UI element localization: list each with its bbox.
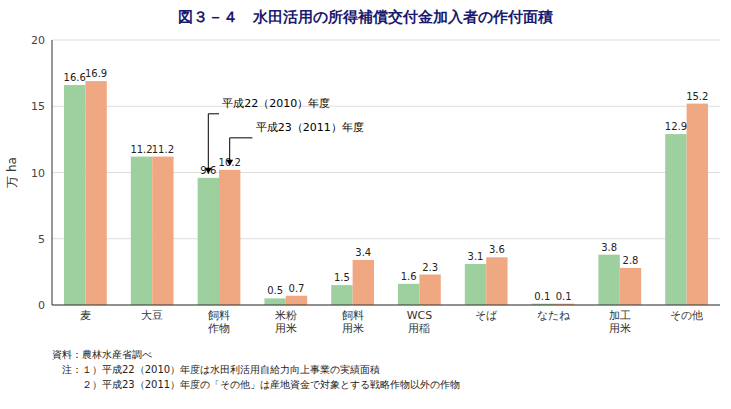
bar xyxy=(219,170,240,305)
x-tick-label: 麦 xyxy=(80,309,91,322)
x-tick-label-line: 飼料 xyxy=(342,309,364,322)
data-label: 16.6 xyxy=(64,72,86,83)
bar xyxy=(85,81,106,305)
y-tick-label: 5 xyxy=(38,233,45,246)
x-tick-label-line: 大豆 xyxy=(141,309,163,322)
x-tick-label: その他 xyxy=(670,309,703,322)
bar xyxy=(620,268,641,305)
x-tick-label: そば xyxy=(475,309,498,322)
data-label: 3.4 xyxy=(355,247,371,258)
x-tick-label-line: 麦 xyxy=(80,309,91,322)
data-label: 0.7 xyxy=(289,283,305,294)
data-label: 16.9 xyxy=(85,68,107,79)
bar xyxy=(465,264,486,305)
data-label: 3.1 xyxy=(468,251,484,262)
annotation-arrow xyxy=(205,168,212,174)
bar xyxy=(64,85,85,305)
x-tick-label-line: WCS xyxy=(407,309,433,322)
x-axis xyxy=(52,305,720,306)
bar xyxy=(264,298,285,305)
y-axis-label: 万 ha xyxy=(5,157,19,188)
data-label: 1.5 xyxy=(334,272,350,283)
bar xyxy=(331,285,352,305)
title: 図３－４ 水田活用の所得補償交付金加入者の作付面積 xyxy=(178,8,553,26)
data-label: 1.6 xyxy=(401,271,417,282)
bar xyxy=(665,134,686,305)
footnote: 資料：農林水産省調べ xyxy=(52,349,152,360)
x-tick-label-line: その他 xyxy=(670,309,703,322)
series-label: 平成23（2011）年度 xyxy=(256,121,364,134)
bar xyxy=(486,257,507,305)
bar xyxy=(598,255,619,305)
x-tick-label: WCS用稲 xyxy=(407,309,433,335)
bar xyxy=(198,178,219,305)
y-tick-label: 0 xyxy=(38,299,45,312)
x-tick-label: 飼料用米 xyxy=(342,309,364,335)
x-tick-label-line: 飼料 xyxy=(208,309,230,322)
x-tick-label-line: 用稲 xyxy=(408,322,430,335)
data-label: 11.2 xyxy=(152,144,174,155)
x-tick-label-line: 加工 xyxy=(609,309,631,322)
annotation-line xyxy=(208,113,219,114)
data-label: 11.2 xyxy=(130,144,152,155)
x-tick-label: 加工用米 xyxy=(609,309,631,335)
x-tick-label-line: 米粉 xyxy=(275,309,297,322)
annotation-line xyxy=(230,137,253,138)
data-label: 2.3 xyxy=(422,262,438,273)
grid-line xyxy=(52,106,720,107)
data-label: 0.1 xyxy=(534,291,550,302)
annotation-arrow xyxy=(226,160,233,166)
grid-line xyxy=(52,305,720,306)
data-label: 3.8 xyxy=(601,242,617,253)
annotation-line xyxy=(229,138,230,161)
x-tick-label-line: 作物 xyxy=(207,322,230,335)
bar xyxy=(152,157,173,305)
x-tick-label-line: 用米 xyxy=(609,322,631,335)
x-tick-label-line: そば xyxy=(475,309,498,322)
bar xyxy=(286,296,307,305)
data-label: 3.6 xyxy=(489,244,505,255)
y-tick-label: 15 xyxy=(31,100,45,113)
x-tick-label-line: 用米 xyxy=(342,322,364,335)
y-tick-label: 10 xyxy=(31,167,45,180)
x-tick-label-line: なたね xyxy=(537,309,571,322)
bar xyxy=(687,104,708,305)
footnote: 注：１）平成22（2010）年度は水田利活用自給力向上事業の実績面積 xyxy=(52,364,380,375)
x-tick-label: 大豆 xyxy=(141,309,163,322)
bar xyxy=(398,284,419,305)
data-label: 0.1 xyxy=(556,291,572,302)
x-tick-label: 米粉用米 xyxy=(275,309,297,335)
x-tick-label-line: 用米 xyxy=(275,322,297,335)
data-label: 2.8 xyxy=(623,255,639,266)
data-label: 15.2 xyxy=(686,91,708,102)
bar xyxy=(353,260,374,305)
bar xyxy=(131,157,152,305)
bar xyxy=(419,275,440,305)
x-tick-label: 飼料作物 xyxy=(207,309,230,335)
x-tick-label: なたね xyxy=(537,309,571,322)
chart: 図３－４ 水田活用の所得補償交付金加入者の作付面積 0 5 10 15 20 万 ha 16.… xyxy=(0,0,731,409)
bars xyxy=(64,81,708,305)
y-axis xyxy=(52,40,53,305)
y-tick-label: 20 xyxy=(31,34,45,47)
grid-line xyxy=(52,40,720,41)
footnote: ２）平成23（2011）年度の「その他」は産地資金で対象とする戦略作物以外の作物 xyxy=(52,379,460,390)
series-label: 平成22（2010）年度 xyxy=(222,97,330,110)
data-label: 12.9 xyxy=(665,121,687,132)
annotation-line xyxy=(208,114,209,169)
data-label: 0.5 xyxy=(267,285,283,296)
